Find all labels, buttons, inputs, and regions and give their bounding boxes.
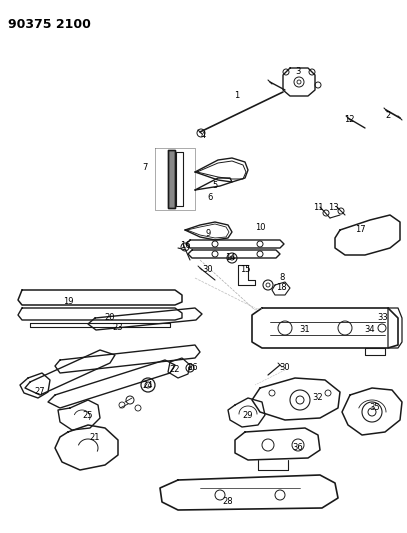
- Text: 31: 31: [300, 326, 310, 335]
- Text: 1: 1: [234, 91, 240, 100]
- Text: 28: 28: [223, 497, 233, 506]
- Text: 3: 3: [295, 68, 301, 77]
- Text: 9: 9: [206, 229, 211, 238]
- Text: 19: 19: [63, 297, 73, 306]
- Text: 21: 21: [90, 433, 100, 442]
- Text: 14: 14: [225, 253, 235, 262]
- Text: 33: 33: [378, 313, 388, 322]
- Text: 29: 29: [243, 410, 253, 419]
- Polygon shape: [168, 150, 175, 208]
- Text: 27: 27: [35, 387, 45, 397]
- Text: 6: 6: [207, 193, 213, 203]
- Text: 20: 20: [105, 313, 115, 322]
- Text: 10: 10: [255, 223, 265, 232]
- Text: 12: 12: [344, 116, 354, 125]
- Text: 30: 30: [280, 364, 290, 373]
- Text: 15: 15: [240, 265, 250, 274]
- Text: 25: 25: [83, 410, 93, 419]
- Text: 4: 4: [200, 131, 206, 140]
- Text: 23: 23: [113, 324, 123, 333]
- Text: 35: 35: [370, 403, 380, 413]
- Text: 2: 2: [385, 110, 391, 119]
- Text: 17: 17: [354, 225, 365, 235]
- Text: 32: 32: [313, 393, 323, 402]
- Text: 13: 13: [328, 204, 338, 213]
- Text: 34: 34: [365, 326, 375, 335]
- Text: 5: 5: [212, 181, 218, 190]
- Text: 36: 36: [293, 443, 303, 453]
- Text: 7: 7: [142, 163, 148, 172]
- Text: 18: 18: [276, 284, 286, 293]
- Text: 16: 16: [179, 240, 190, 249]
- Text: 22: 22: [170, 366, 180, 375]
- Text: 8: 8: [279, 273, 284, 282]
- Text: 30: 30: [203, 265, 213, 274]
- Text: 26: 26: [188, 364, 198, 373]
- Text: 11: 11: [313, 204, 323, 213]
- Text: 90375 2100: 90375 2100: [8, 18, 91, 31]
- Text: 24: 24: [143, 381, 153, 390]
